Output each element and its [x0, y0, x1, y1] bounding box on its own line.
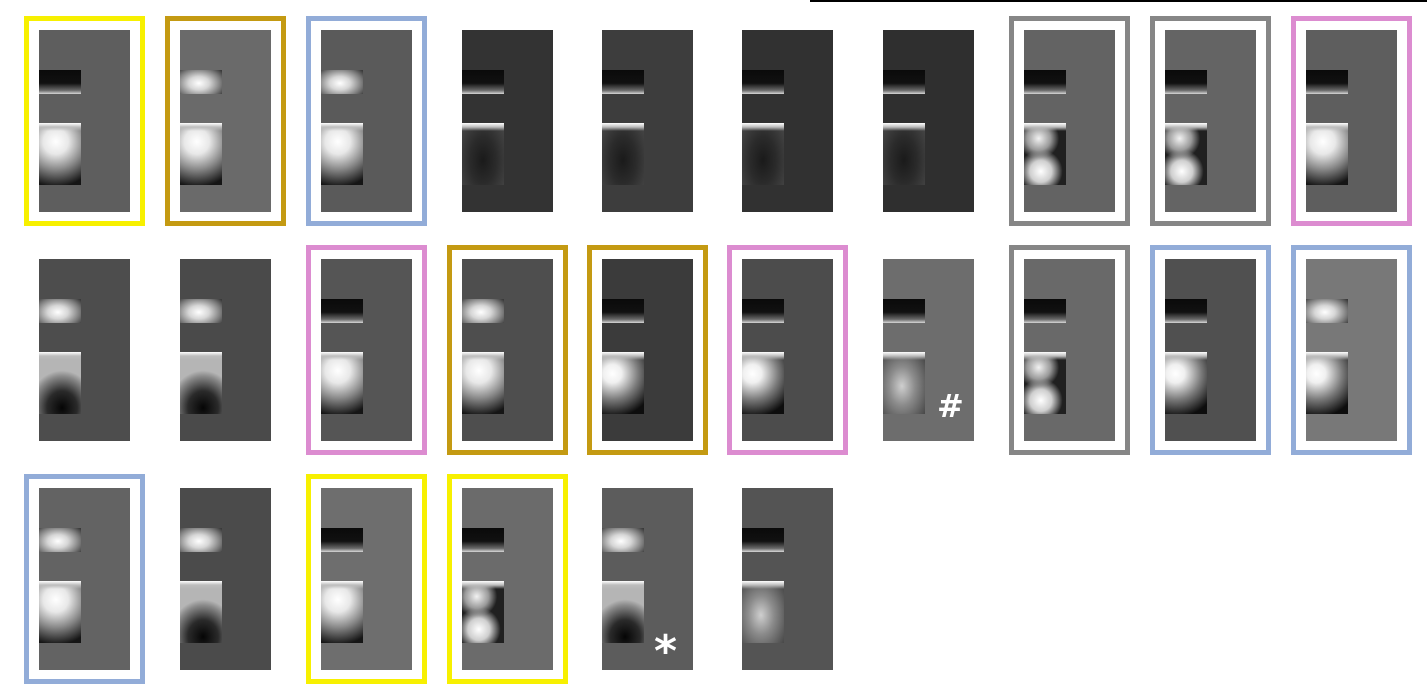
highlight-frame-yellow	[306, 474, 427, 684]
upper-band	[1306, 70, 1348, 94]
lower-activation	[39, 123, 81, 185]
highlight-frame-gold	[165, 16, 286, 226]
feature-map-tile	[39, 488, 130, 670]
upper-band	[602, 299, 644, 323]
lower-activation	[462, 581, 504, 643]
feature-map-tile	[602, 259, 693, 441]
highlight-frame-pink	[306, 245, 427, 455]
feature-map-tile	[462, 488, 553, 670]
lower-activation	[883, 352, 925, 414]
feature-map-tile	[883, 30, 974, 212]
lower-activation	[602, 123, 644, 185]
lower-activation	[321, 123, 363, 185]
feature-map-tile	[742, 259, 833, 441]
highlight-frame-blue	[24, 474, 145, 684]
feature-map-tile	[39, 30, 130, 212]
upper-band	[321, 299, 363, 323]
feature-map-tile	[321, 30, 412, 212]
upper-band	[742, 70, 784, 94]
upper-band	[742, 528, 784, 552]
lower-activation	[462, 352, 504, 414]
feature-map-tile	[462, 30, 553, 212]
lower-activation	[1306, 352, 1348, 414]
upper-band	[39, 528, 81, 552]
feature-map-tile	[321, 259, 412, 441]
feature-map-tile	[180, 259, 271, 441]
lower-activation	[883, 123, 925, 185]
highlight-frame-gray	[1009, 245, 1130, 455]
lower-activation	[1165, 123, 1207, 185]
feature-map-tile	[1306, 259, 1397, 441]
highlight-frame-pink	[727, 245, 848, 455]
lower-activation	[742, 352, 784, 414]
upper-band	[1306, 299, 1348, 323]
highlight-frame-blue	[1150, 245, 1271, 455]
feature-map-tile	[742, 30, 833, 212]
lower-activation	[39, 352, 81, 414]
upper-band	[1165, 70, 1207, 94]
feature-map-tile	[742, 488, 833, 670]
feature-map-tile	[1306, 30, 1397, 212]
feature-map-tile	[1165, 30, 1256, 212]
upper-band	[180, 70, 222, 94]
upper-band	[1024, 299, 1066, 323]
upper-band	[180, 528, 222, 552]
star-marker: *	[654, 626, 678, 670]
upper-band	[39, 299, 81, 323]
feature-map-tile	[180, 30, 271, 212]
upper-band	[462, 70, 504, 94]
highlight-frame-pink	[1291, 16, 1412, 226]
upper-band	[742, 299, 784, 323]
highlight-frame-blue	[1291, 245, 1412, 455]
highlight-frame-yellow	[447, 474, 568, 684]
upper-band	[883, 299, 925, 323]
upper-band	[1165, 299, 1207, 323]
lower-activation	[39, 581, 81, 643]
highlight-frame-gold	[447, 245, 568, 455]
feature-map-tile	[1024, 30, 1115, 212]
lower-activation	[180, 352, 222, 414]
upper-band	[883, 70, 925, 94]
top-rule	[810, 0, 1427, 2]
lower-activation	[321, 352, 363, 414]
lower-activation	[1306, 123, 1348, 185]
lower-activation	[602, 581, 644, 643]
upper-band	[462, 528, 504, 552]
lower-activation	[1165, 352, 1207, 414]
feature-map-tile	[602, 30, 693, 212]
feature-map-tile	[39, 259, 130, 441]
feature-map-tile	[321, 488, 412, 670]
upper-band	[180, 299, 222, 323]
feature-map-tile: #	[883, 259, 974, 441]
highlight-frame-yellow	[24, 16, 145, 226]
lower-activation	[321, 581, 363, 643]
feature-map-tile	[1024, 259, 1115, 441]
upper-band	[321, 528, 363, 552]
lower-activation	[462, 123, 504, 185]
lower-activation	[180, 581, 222, 643]
feature-map-tile	[180, 488, 271, 670]
upper-band	[321, 70, 363, 94]
feature-map-tile	[462, 259, 553, 441]
highlight-frame-gray	[1009, 16, 1130, 226]
lower-activation	[1024, 123, 1066, 185]
lower-activation	[180, 123, 222, 185]
lower-activation	[742, 123, 784, 185]
lower-activation	[742, 581, 784, 643]
upper-band	[39, 70, 81, 94]
lower-activation	[602, 352, 644, 414]
upper-band	[462, 299, 504, 323]
upper-band	[602, 528, 644, 552]
hash-marker: #	[937, 387, 964, 425]
highlight-frame-blue	[306, 16, 427, 226]
highlight-frame-gold	[587, 245, 708, 455]
upper-band	[1024, 70, 1066, 94]
lower-activation	[1024, 352, 1066, 414]
highlight-frame-gray	[1150, 16, 1271, 226]
feature-map-tile	[1165, 259, 1256, 441]
feature-map-tile: *	[602, 488, 693, 670]
upper-band	[602, 70, 644, 94]
